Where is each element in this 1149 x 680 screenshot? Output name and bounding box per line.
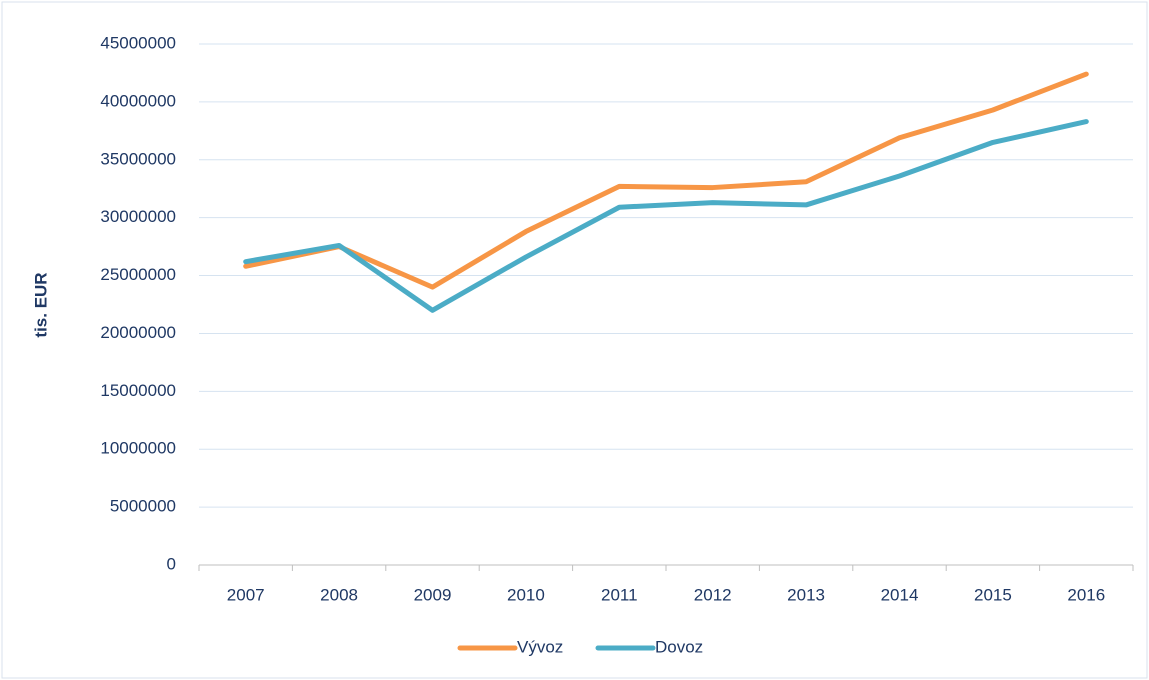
x-tick-label: 2011 <box>601 585 638 604</box>
series-line <box>243 71 1089 290</box>
y-tick-label: 5000000 <box>110 497 176 516</box>
x-tick-label: 2016 <box>1067 585 1105 604</box>
y-tick-label: 45000000 <box>100 33 176 52</box>
x-tick-label: 2013 <box>787 585 825 604</box>
x-tick-label: 2015 <box>974 585 1012 604</box>
x-tick-label: 2007 <box>227 585 265 604</box>
x-tick-label: 2014 <box>881 585 919 604</box>
x-tick-label: 2009 <box>414 585 452 604</box>
y-tick-label: 35000000 <box>100 149 176 168</box>
legend-label: Vývoz <box>517 637 563 656</box>
x-tick-label: 2012 <box>694 585 732 604</box>
legend-label: Dovoz <box>655 637 703 656</box>
x-tick-label: 2010 <box>507 585 545 604</box>
y-tick-label: 10000000 <box>100 439 176 458</box>
y-tick-label: 20000000 <box>100 323 176 342</box>
series-line <box>243 119 1089 313</box>
y-axis-label: tis. EUR <box>31 272 50 337</box>
y-tick-label: 40000000 <box>100 91 176 110</box>
y-tick-label: 25000000 <box>100 265 176 284</box>
y-tick-label: 15000000 <box>100 381 176 400</box>
y-tick-label: 0 <box>167 554 176 573</box>
x-tick-label: 2008 <box>320 585 358 604</box>
y-tick-label: 30000000 <box>100 207 176 226</box>
